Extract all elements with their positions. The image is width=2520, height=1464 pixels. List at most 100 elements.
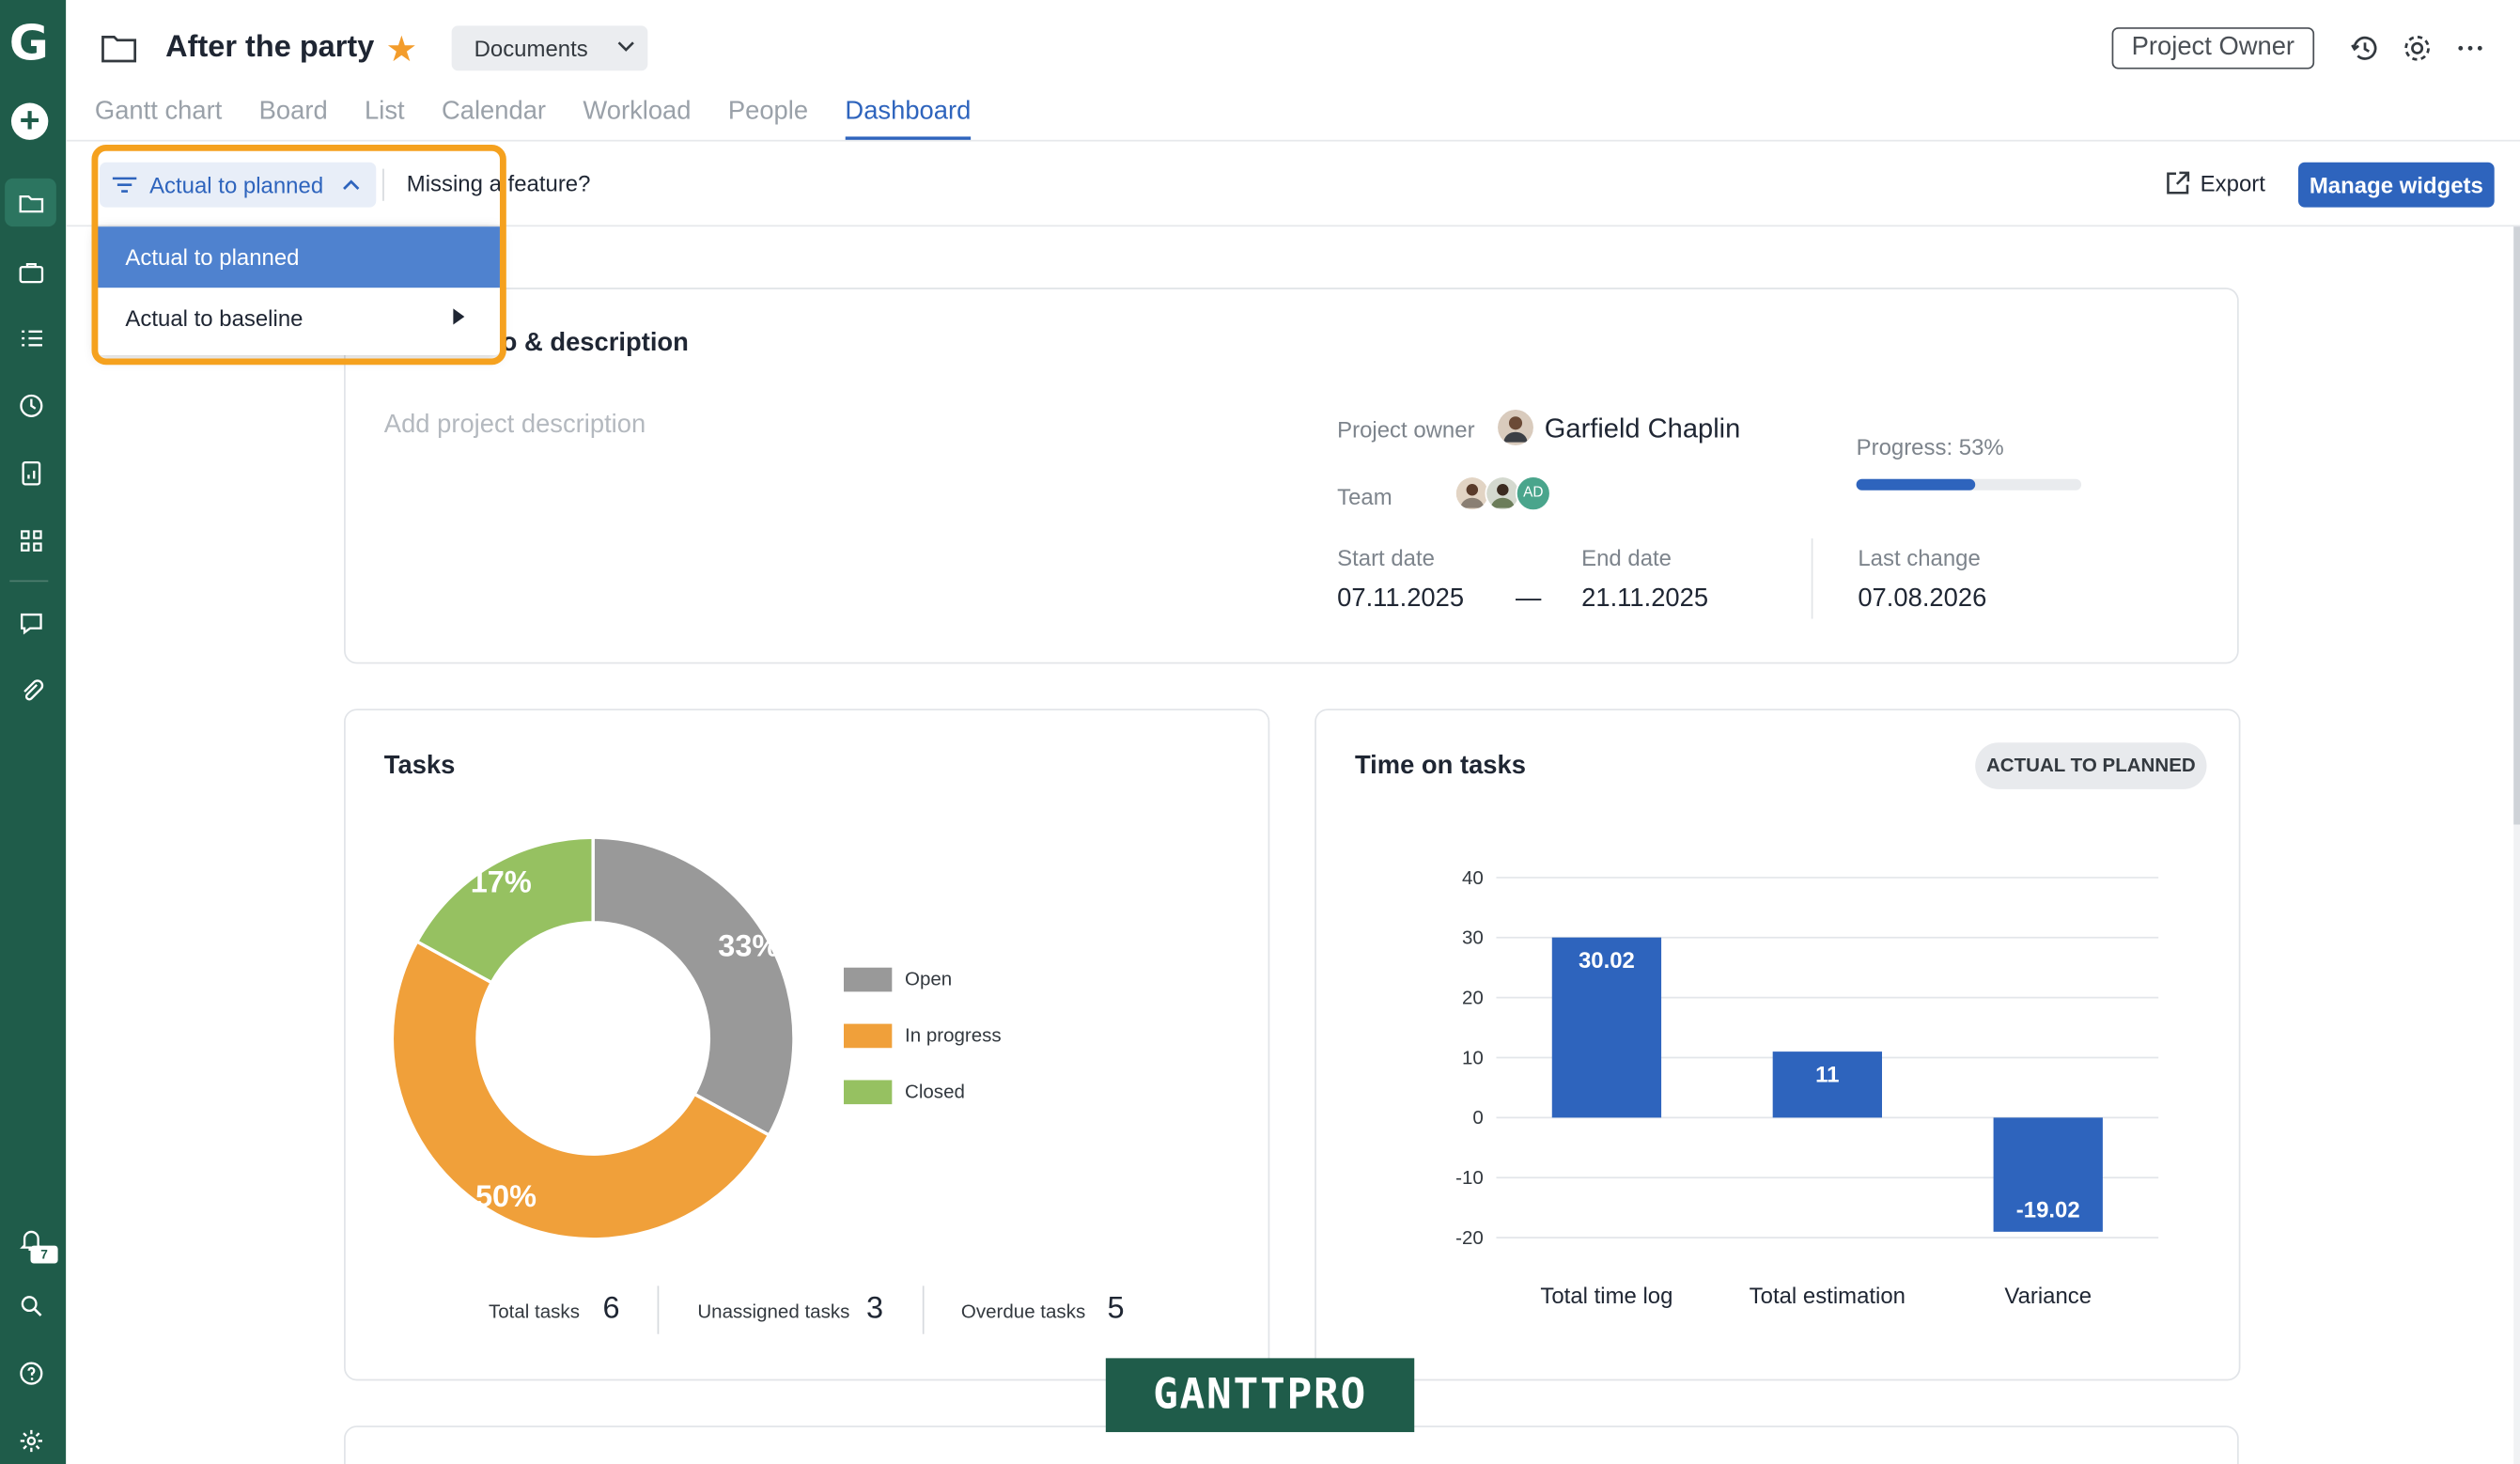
time-on-tasks-widget: Time on tasks ACTUAL TO PLANNED 40 30 20 10… (1314, 709, 2241, 1381)
project-info-card: o & description Add project description … (344, 288, 2239, 664)
donut-slice-label: 50% (475, 1179, 537, 1213)
add-icon[interactable]: + (10, 102, 49, 140)
bar-total-estimation[interactable] (1772, 1051, 1882, 1118)
legend-swatch (844, 967, 893, 992)
dropdown-option-label: Actual to baseline (125, 304, 303, 332)
legend-label: Open (905, 967, 953, 990)
last-change-label: Last change (1858, 544, 1981, 571)
time-bar-chart: 40 30 20 10 0 -10 -20 30.02 Total time log 11 Tota… (1455, 867, 2159, 1309)
more-options-icon[interactable] (2454, 32, 2486, 64)
clock-icon[interactable] (5, 381, 56, 428)
toolbar-divider (382, 168, 384, 201)
folder-dropdown[interactable]: Documents (451, 25, 648, 71)
export-icon (2167, 171, 2190, 195)
gantt-logo-icon[interactable]: G (8, 16, 49, 72)
tab-dashboard[interactable]: Dashboard (845, 98, 972, 140)
time-widget-title: Time on tasks (1354, 752, 1526, 780)
tab-list[interactable]: List (365, 98, 405, 126)
bar-total-time-log[interactable] (1551, 937, 1662, 1118)
end-date-label: End date (1581, 544, 1672, 571)
donut-slice-closed[interactable] (414, 835, 595, 985)
tasks-stats-row: Total tasks 6 Unassigned tasks 3 Overdue… (346, 1285, 1271, 1334)
team-member-avatar[interactable] (1454, 475, 1490, 511)
total-tasks-value: 6 (602, 1292, 620, 1327)
folder-dropdown-label: Documents (474, 35, 588, 61)
attachment-icon[interactable] (5, 665, 56, 713)
start-date-label: Start date (1337, 544, 1435, 571)
briefcase-icon[interactable] (5, 247, 56, 295)
owner-avatar[interactable] (1496, 408, 1535, 447)
tab-board[interactable]: Board (258, 98, 328, 126)
tab-calendar[interactable]: Calendar (441, 98, 547, 126)
bar-value-label: 11 (1815, 1063, 1839, 1088)
manage-widgets-button[interactable]: Manage widgets (2298, 162, 2495, 208)
history-icon[interactable] (2348, 32, 2380, 64)
ganttpro-watermark: GANTTPRO (1105, 1358, 1415, 1433)
x-category-label: Total estimation (1750, 1284, 1906, 1309)
gear-icon[interactable] (2401, 32, 2433, 64)
legend-label: In progress (905, 1023, 1002, 1047)
legend-swatch (844, 1080, 893, 1105)
export-label: Export (2200, 170, 2265, 196)
list-icon[interactable] (5, 314, 56, 362)
dropdown-option-actual-to-planned[interactable]: Actual to planned (96, 226, 500, 288)
comparison-filter-label: Actual to planned (149, 172, 324, 198)
scrollbar-track[interactable] (2513, 226, 2520, 1464)
chevron-down-icon (617, 41, 634, 52)
folder-icon[interactable] (101, 34, 137, 63)
donut-slice-open[interactable] (591, 835, 796, 1138)
settings-icon[interactable] (5, 1416, 56, 1464)
y-tick-label: 10 (1462, 1047, 1484, 1068)
team-label: Team (1337, 483, 1392, 510)
view-tabs: Gantt chart Board List Calendar Workload… (94, 98, 1008, 140)
progress-bar (1856, 478, 2082, 491)
report-icon[interactable] (5, 448, 56, 496)
folder-icon[interactable] (5, 178, 56, 227)
tasks-widget-title: Tasks (383, 752, 456, 780)
tab-workload[interactable]: Workload (583, 98, 692, 126)
chat-icon[interactable] (5, 598, 56, 646)
project-title[interactable]: After the party (165, 30, 375, 65)
project-header: After the party ★ Documents Project Owne… (66, 0, 2520, 142)
legend-swatch (844, 1023, 893, 1049)
progress-label: Progress: 53% (1856, 433, 2004, 460)
overdue-tasks-value: 5 (1107, 1292, 1125, 1327)
donut-slice-label: 17% (471, 865, 532, 899)
x-category-label: Variance (2004, 1284, 2092, 1309)
project-info-title: o & description (501, 329, 689, 357)
tab-gantt-chart[interactable]: Gantt chart (94, 98, 223, 126)
info-divider (1811, 538, 1813, 619)
favorite-star-icon[interactable]: ★ (385, 28, 418, 70)
bar-value-label: 30.02 (1579, 948, 1635, 973)
project-owner-button[interactable]: Project Owner (2111, 27, 2315, 70)
project-description-input[interactable]: Add project description (383, 411, 646, 439)
unassigned-tasks-value: 3 (865, 1292, 884, 1327)
y-tick-label: -20 (1455, 1227, 1484, 1249)
comparison-filter-button[interactable]: Actual to planned (100, 162, 377, 208)
help-icon[interactable] (5, 1348, 56, 1396)
tab-people[interactable]: People (727, 98, 809, 126)
date-range-dash: — (1516, 584, 1542, 613)
team-member-initials-avatar[interactable]: AD (1516, 475, 1551, 511)
legend-label: Closed (905, 1080, 965, 1103)
comparison-dropdown-menu: Actual to planned Actual to baseline (96, 226, 500, 356)
filter-icon (112, 177, 137, 193)
missing-feature-link[interactable]: Missing a feature? (406, 170, 591, 196)
y-tick-label: 40 (1462, 867, 1484, 889)
y-tick-label: -10 (1455, 1167, 1484, 1189)
scrollbar-thumb[interactable] (2513, 226, 2520, 825)
search-icon[interactable] (5, 1281, 56, 1329)
tasks-donut-chart: 33% 50% 17% (390, 835, 796, 1241)
export-button[interactable]: Export (2165, 170, 2265, 196)
total-tasks-label: Total tasks (488, 1300, 580, 1323)
comparison-mode-badge: ACTUAL TO PLANNED (1975, 742, 2207, 789)
grid-icon[interactable] (5, 516, 56, 564)
last-change-value: 07.08.2026 (1858, 584, 1987, 613)
bar-variance[interactable] (1993, 1117, 2103, 1232)
start-date-value[interactable]: 07.11.2025 (1337, 584, 1465, 613)
dropdown-option-actual-to-baseline[interactable]: Actual to baseline (97, 288, 500, 349)
team-member-avatar[interactable] (1485, 475, 1521, 511)
donut-slice-in-progress[interactable] (390, 939, 771, 1241)
y-tick-label: 30 (1462, 927, 1484, 949)
end-date-value[interactable]: 21.11.2025 (1581, 584, 1709, 613)
